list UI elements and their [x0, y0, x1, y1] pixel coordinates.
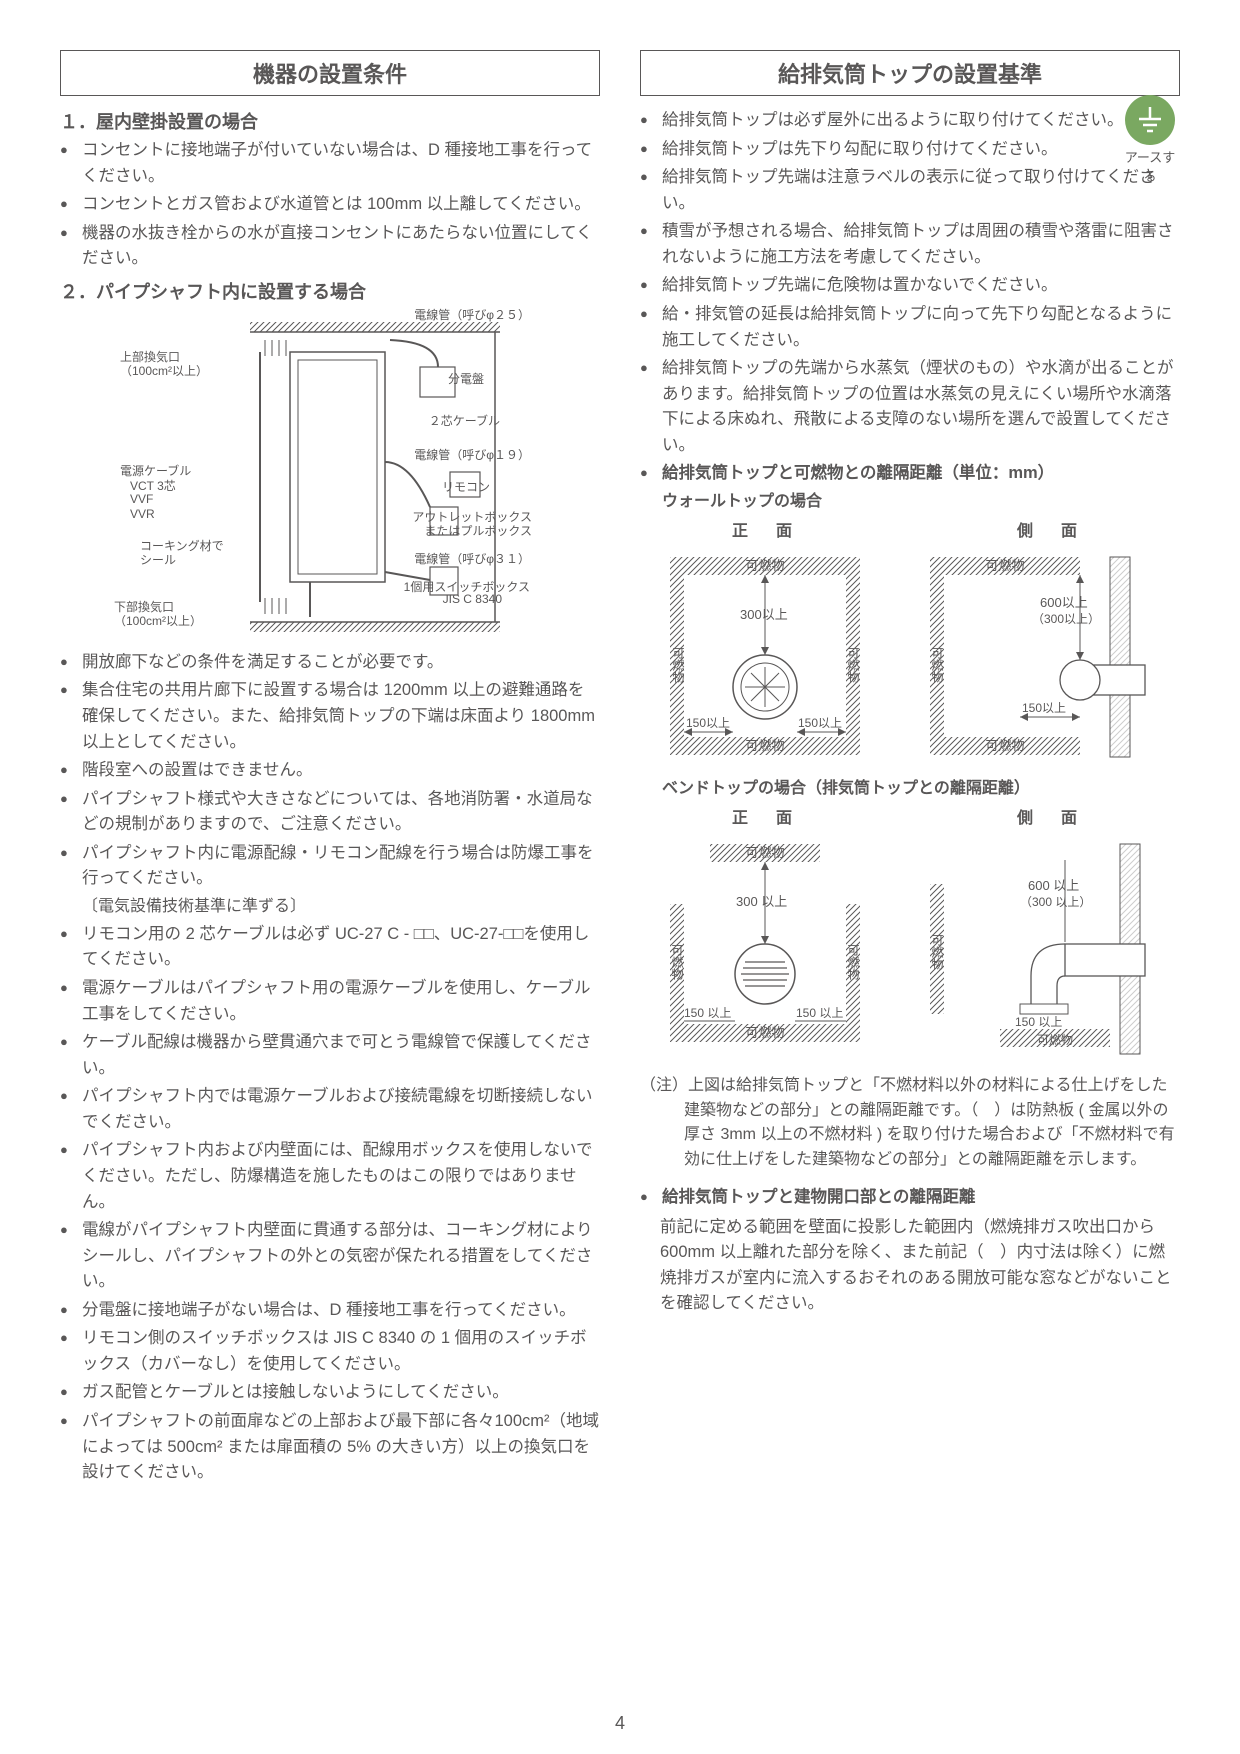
svg-text:150以上: 150以上: [686, 716, 730, 730]
dl: （100cm²以上）: [120, 362, 208, 379]
bullet: ガス配管とケーブルとは接触しないようにしてください。: [60, 1380, 600, 1406]
bullet: ケーブル配線は機器から壁貫通穴まで可とう電線管で保護してください。: [60, 1030, 600, 1081]
bullet: リモコン用の 2 芯ケーブルは必ず UC-27 C - □□、UC-27-□□を…: [60, 922, 600, 973]
bullet: パイプシャフト内では電源ケーブルおよび接続電線を切断接続しないでください。: [60, 1084, 600, 1135]
svg-text:可燃物: 可燃物: [846, 944, 860, 980]
bullet: 電源ケーブルはパイプシャフト用の電源ケーブルを使用し、ケーブル工事をしてください…: [60, 976, 600, 1027]
svg-text:可燃物: 可燃物: [985, 558, 1024, 573]
bullet: 給排気筒トップ先端に危険物は置かないでください。: [640, 273, 1180, 299]
bullet: 積雪が予想される場合、給排気筒トップは周囲の積雪や落雷に阻害されないように施工方…: [640, 219, 1180, 270]
bullet: 開放廊下などの条件を満足することが必要です。: [60, 650, 600, 676]
svg-text:可燃物: 可燃物: [930, 934, 944, 970]
svg-text:可燃物: 可燃物: [745, 558, 784, 573]
bullet: 給排気筒トップ先端は注意ラベルの表示に従って取り付けてください。: [640, 165, 1180, 216]
bendtop-clearance: 正 面 可燃物 可燃物 300 以上: [640, 804, 1180, 1064]
bullet: 給排気筒トップの先端から水蒸気（煙状のもの）や水滴が出ることがあります。給排気筒…: [640, 356, 1180, 458]
svg-text:可燃物: 可燃物: [670, 944, 684, 980]
sub-heading-2: ２．パイプシャフト内に設置する場合: [60, 278, 600, 304]
svg-text:可燃物: 可燃物: [745, 845, 784, 860]
left-column: 機器の設置条件 アースする １．屋内壁掛設置の場合 コンセントに接地端子が付いて…: [60, 50, 600, 1489]
svg-text:600以上: 600以上: [1040, 595, 1088, 610]
bullet: パイプシャフト内に電源配線・リモコン配線を行う場合は防爆工事を行ってください。: [60, 841, 600, 892]
bullet: 給排気筒トップは先下り勾配に取り付けてください。: [640, 137, 1180, 163]
dl: 分電盤: [448, 370, 484, 387]
section-title-right: 給排気筒トップの設置基準: [640, 50, 1180, 96]
svg-text:可燃物: 可燃物: [985, 738, 1024, 753]
svg-text:（300以上）: （300以上）: [1032, 612, 1100, 626]
svg-text:150 以上: 150 以上: [1015, 1015, 1062, 1029]
dl: リモコン: [442, 478, 490, 495]
right-column: 給排気筒トップの設置基準 給排気筒トップは必ず屋外に出るように取り付けてください…: [640, 50, 1180, 1489]
bullet-title: 給排気筒トップと建物開口部との離隔距離: [640, 1185, 1180, 1211]
svg-text:可燃物: 可燃物: [846, 647, 860, 683]
dl: VVF: [130, 492, 153, 506]
svg-text:150 以上: 150 以上: [684, 1006, 731, 1020]
dl: 電線管（呼びφ３１）: [414, 550, 530, 567]
bullet: リモコン側のスイッチボックスは JIS C 8340 の 1 個用のスイッチボッ…: [60, 1326, 600, 1377]
front-cap2: 正 面: [640, 804, 890, 828]
dl: またはプルボックス: [424, 522, 532, 539]
bullet: 電線がパイプシャフト内壁面に貫通する部分は、コーキング材によりシールし、パイプシ…: [60, 1218, 600, 1295]
bullet: 機器の水抜き栓からの水が直接コンセントにあたらない位置にしてください。: [60, 221, 600, 272]
dl: ２芯ケーブル: [429, 412, 500, 429]
svg-text:可燃物: 可燃物: [671, 647, 685, 683]
dl: JIS C 8340: [443, 592, 502, 606]
svg-text:（300 以上）: （300 以上）: [1020, 895, 1091, 909]
side-cap2: 側 面: [920, 804, 1180, 828]
bullet: 給排気筒トップは必ず屋外に出るように取り付けてください。: [640, 108, 1180, 134]
svg-text:150以上: 150以上: [1022, 701, 1066, 715]
page-number: 4: [0, 1713, 1240, 1734]
bullet: 階段室への設置はできません。: [60, 758, 600, 784]
walltop-clearance: 正 面 可燃物 可燃物: [640, 517, 1180, 767]
section-title-left: 機器の設置条件: [60, 50, 600, 96]
bullet: パイプシャフト様式や大きさなどについては、各地消防署・水道局などの規制があります…: [60, 787, 600, 838]
dl: シール: [140, 551, 176, 568]
svg-text:300以上: 300以上: [740, 607, 788, 622]
svg-text:300 以上: 300 以上: [736, 894, 787, 909]
bullet: コンセントとガス管および水道管とは 100mm 以上離してください。: [60, 192, 600, 218]
svg-text:可燃物: 可燃物: [745, 1025, 784, 1040]
svg-text:600 以上: 600 以上: [1028, 878, 1079, 893]
bullet: パイプシャフト内および内壁面には、配線用ボックスを使用しないでください。ただし、…: [60, 1138, 600, 1215]
sub-heading-1: １．屋内壁掛設置の場合: [60, 108, 600, 134]
bullet: 集合住宅の共用片廊下に設置する場合は 1200mm 以上の避難通路を確保してくだ…: [60, 678, 600, 755]
bullet: 分電盤に接地端子がない場合は、D 種接地工事を行ってください。: [60, 1298, 600, 1324]
front-cap: 正 面: [640, 517, 890, 541]
dl: 電線管（呼びφ１９）: [414, 446, 530, 463]
side-cap: 側 面: [920, 517, 1180, 541]
bullet: パイプシャフトの前面扉などの上部および最下部に各々100cm²（地域によっては …: [60, 1409, 600, 1486]
bullet: コンセントに接地端子が付いていない場合は、D 種接地工事を行ってください。: [60, 138, 600, 189]
bullet-title: 給排気筒トップと可燃物との離隔距離（単位：mm）: [640, 461, 1180, 487]
svg-text:150 以上: 150 以上: [796, 1006, 843, 1020]
svg-text:可燃物: 可燃物: [930, 647, 944, 683]
dl: （100cm²以上）: [114, 612, 202, 629]
svg-text:可燃物: 可燃物: [745, 738, 784, 753]
dl: 電線管（呼びφ２５）: [414, 306, 530, 323]
note: （注）上図は給排気筒トップと「不燃材料以外の材料による仕上げをした建築物などの部…: [640, 1074, 1180, 1173]
pipe-shaft-diagram: 電線管（呼びφ２５） 上部換気口 （100cm²以上） 分電盤 ２芯ケーブル 電…: [130, 312, 530, 642]
svg-text:可燃物: 可燃物: [1037, 1032, 1073, 1047]
para: 前記に定める範囲を壁面に投影した範囲内（燃焼排ガス吹出口から 600mm 以上離…: [640, 1215, 1180, 1317]
svg-text:150以上: 150以上: [798, 716, 842, 730]
dl: VVR: [130, 507, 155, 521]
bullet: 給・排気管の延長は給排気筒トップに向って先下り勾配となるように施工してください。: [640, 302, 1180, 353]
wall-top-heading: ウォールトップの場合: [640, 490, 1180, 514]
bend-top-heading: ベンドトップの場合（排気筒トップとの離隔距離）: [640, 777, 1180, 801]
sub-note: 〔電気設備技術基準に準ずる〕: [60, 895, 600, 919]
